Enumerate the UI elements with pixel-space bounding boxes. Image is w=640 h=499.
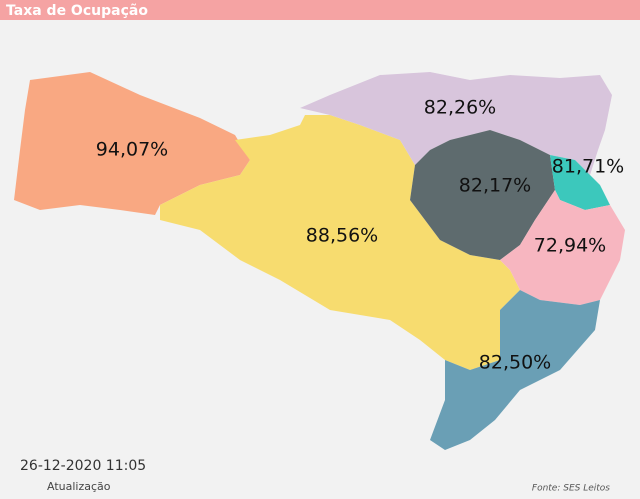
source: Fonte: SES Leitos	[532, 484, 610, 494]
region-label: 81,71%	[552, 156, 624, 178]
region	[500, 190, 625, 305]
region-label: 72,94%	[534, 235, 606, 257]
header-bar	[0, 0, 640, 20]
region	[160, 115, 520, 370]
region-label: 94,07%	[96, 139, 168, 161]
map	[14, 72, 625, 450]
region	[14, 72, 250, 215]
region-label: 88,56%	[306, 225, 378, 247]
region	[430, 290, 600, 450]
region	[300, 72, 612, 175]
region-label: 82,26%	[424, 97, 496, 119]
update-date: 26-12-2020 11:05	[20, 458, 146, 474]
update-caption: Atualização	[47, 480, 111, 493]
region	[410, 130, 555, 260]
region	[550, 155, 610, 210]
region-label: 82,50%	[479, 352, 551, 374]
region-label: 82,17%	[459, 175, 531, 197]
title: Taxa de Ocupação	[6, 3, 148, 19]
